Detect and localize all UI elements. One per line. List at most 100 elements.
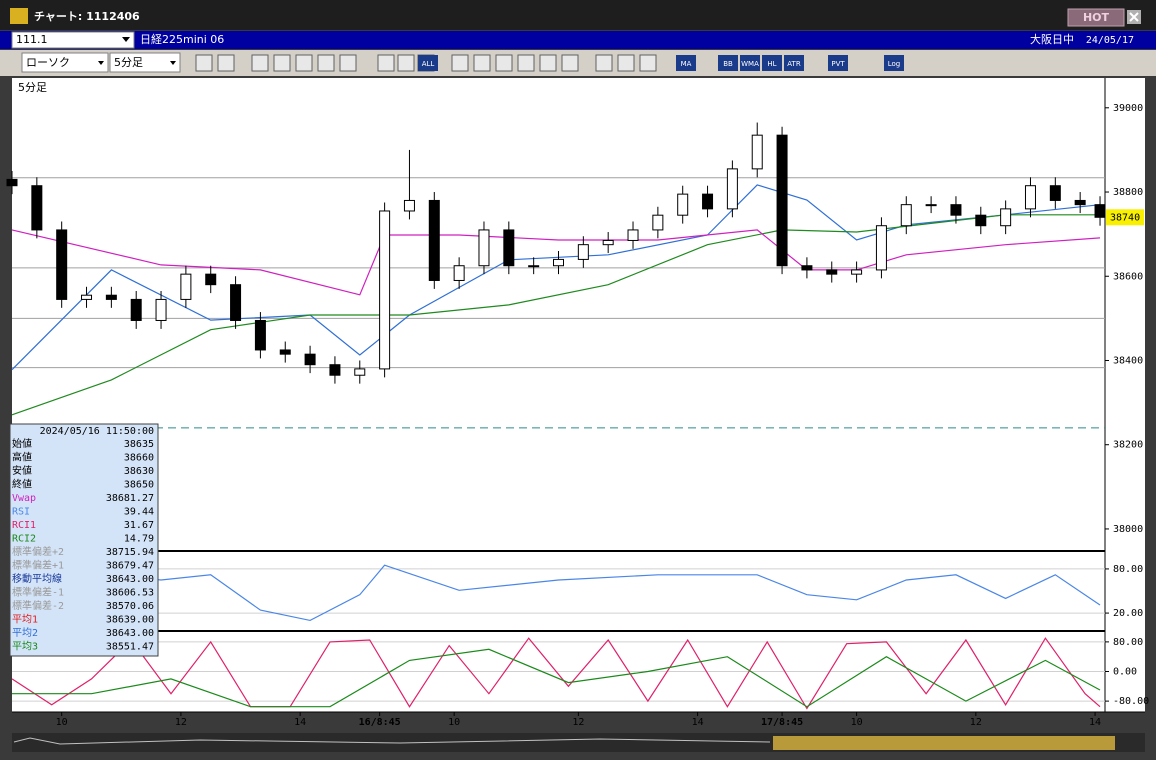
- tool-button-label[interactable]: PVT: [831, 60, 845, 68]
- info-label: 高値: [12, 451, 32, 464]
- tool-button-label[interactable]: BB: [723, 60, 733, 68]
- tool-button[interactable]: [418, 55, 438, 71]
- tool-icon[interactable]: [639, 54, 657, 72]
- candle-body: [230, 284, 242, 321]
- style-text[interactable]: ローソク: [26, 56, 70, 69]
- info-label: 標準偏差-1: [12, 586, 64, 599]
- pane-label: 5分足: [18, 81, 47, 94]
- info-value: 38681.27: [106, 493, 154, 504]
- info-label: RSI: [12, 507, 30, 518]
- candle-body: [1049, 185, 1061, 201]
- info-value: 39.44: [124, 507, 154, 518]
- candle-body: [950, 204, 962, 216]
- tool-icon[interactable]: [539, 54, 557, 72]
- candle-body: [851, 269, 863, 275]
- header-bar: [0, 31, 1156, 49]
- hot-label[interactable]: HOT: [1083, 11, 1110, 24]
- info-rows: 2024/05/16 11:50:00 始値 38635 高値 38660 安値 38630…: [12, 426, 154, 653]
- tool-icon[interactable]: [473, 54, 491, 72]
- candle-body: [1074, 199, 1086, 206]
- x-tick-label: 10: [56, 717, 68, 728]
- tool-button-label[interactable]: Log: [888, 60, 901, 68]
- tool-icon[interactable]: [561, 54, 579, 72]
- tool-icon[interactable]: [617, 54, 635, 72]
- info-label: 平均2: [12, 627, 38, 639]
- tool-button[interactable]: [762, 55, 782, 71]
- candle-body: [801, 265, 813, 271]
- interval-select[interactable]: [109, 52, 181, 73]
- info-label: 平均3: [12, 641, 38, 653]
- candle-body: [726, 168, 738, 210]
- last-price-box: [1106, 209, 1144, 226]
- candle-body: [751, 134, 763, 170]
- candle-body: [6, 178, 18, 187]
- tool-icon[interactable]: [495, 54, 513, 72]
- candle-body: [925, 204, 937, 207]
- y-tick-label: 20.00: [1113, 608, 1143, 619]
- info-value: 14.79: [124, 534, 154, 545]
- tool-button-label[interactable]: ALL: [422, 60, 435, 68]
- tool-icon[interactable]: [339, 54, 357, 72]
- tool-icon[interactable]: [273, 54, 291, 72]
- info-value: 38635: [124, 439, 154, 450]
- info-value: 38551.47: [106, 642, 154, 653]
- candle-body: [652, 214, 664, 231]
- info-label: RCI2: [12, 534, 36, 545]
- candle-body: [453, 265, 465, 281]
- tool-icon[interactable]: [295, 54, 313, 72]
- tool-button[interactable]: [784, 55, 804, 71]
- dropdown-arrow: [170, 61, 176, 65]
- tool-button-label[interactable]: MA: [681, 60, 692, 68]
- hot-button[interactable]: [1067, 8, 1125, 27]
- x-tick-label: 14: [692, 717, 704, 728]
- info-value: 38643.00: [106, 574, 154, 585]
- candle-body: [1094, 204, 1106, 218]
- interval-text[interactable]: 5分足: [114, 56, 143, 69]
- style-select[interactable]: [21, 52, 109, 73]
- x-tick-label: 10: [448, 717, 460, 728]
- x-tick-label: 12: [572, 717, 584, 728]
- tool-button[interactable]: [884, 55, 904, 71]
- tool-icon[interactable]: [251, 54, 269, 72]
- candle-body: [528, 265, 540, 268]
- info-value: 38570.06: [106, 601, 154, 612]
- tool-icon[interactable]: [217, 54, 235, 72]
- candle-body: [428, 199, 440, 281]
- tool-icon[interactable]: [451, 54, 469, 72]
- tool-icon[interactable]: [397, 54, 415, 72]
- candle-body: [627, 229, 639, 241]
- candle-body: [1000, 208, 1012, 227]
- candle-body: [56, 229, 68, 300]
- toolbar-icons: ALL MA BB WMA HL ATR PVT Log: [195, 54, 904, 72]
- tool-icon[interactable]: [195, 54, 213, 72]
- info-label: 平均1: [12, 614, 38, 626]
- dropdown-arrow: [98, 61, 104, 65]
- tool-icon[interactable]: [377, 54, 395, 72]
- candle-body: [478, 229, 490, 267]
- candle-body: [503, 229, 515, 267]
- tool-button-label[interactable]: ATR: [787, 60, 801, 68]
- tool-button[interactable]: [718, 55, 738, 71]
- y-tick-label: -80.00: [1113, 696, 1149, 707]
- tool-button[interactable]: [740, 55, 760, 71]
- tool-icon[interactable]: [317, 54, 335, 72]
- candle-body: [553, 258, 564, 267]
- scroll-thumb[interactable]: [773, 736, 1115, 750]
- indicator-line: [11, 637, 1101, 710]
- info-value: 38639.00: [106, 615, 154, 626]
- tool-button-label[interactable]: HL: [767, 60, 776, 68]
- x-tick-label: 12: [175, 717, 187, 728]
- candle-body: [329, 364, 341, 376]
- candle-body: [105, 294, 117, 300]
- code-text[interactable]: 111.1: [16, 33, 48, 46]
- plots: 38000 38200 38400 38600 38800 39000 38740 10 12 1…: [6, 103, 1149, 728]
- tool-icon[interactable]: [517, 54, 535, 72]
- tool-button[interactable]: [828, 55, 848, 71]
- info-label: 安値: [12, 464, 32, 477]
- code-input[interactable]: [11, 31, 135, 49]
- tool-button[interactable]: [676, 55, 696, 71]
- tool-button-label[interactable]: WMA: [741, 60, 759, 68]
- tool-icon[interactable]: [595, 54, 613, 72]
- candle-body: [205, 273, 217, 286]
- chart-area: [12, 78, 1145, 712]
